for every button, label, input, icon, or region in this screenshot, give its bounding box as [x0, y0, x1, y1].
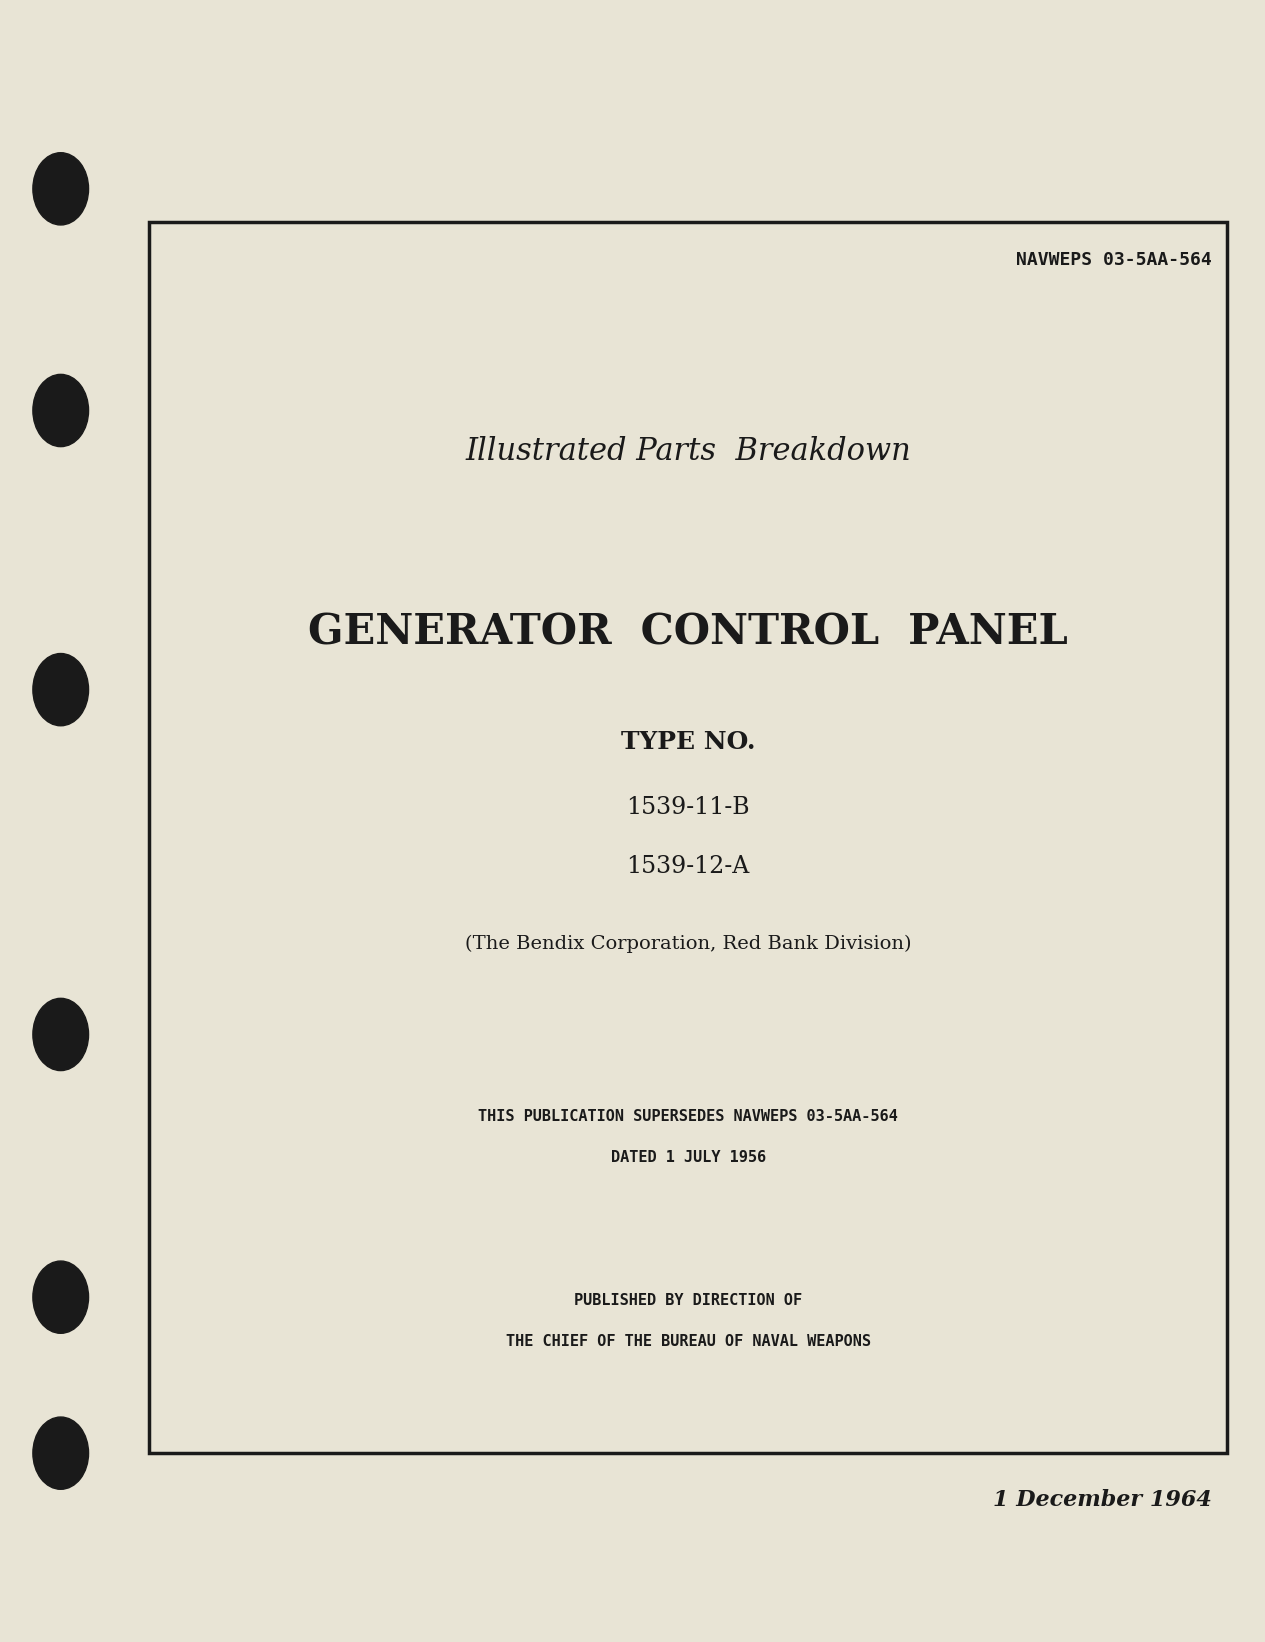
Circle shape [33, 153, 89, 225]
Text: THE CHIEF OF THE BUREAU OF NAVAL WEAPONS: THE CHIEF OF THE BUREAU OF NAVAL WEAPONS [506, 1333, 870, 1350]
Text: NAVWEPS 03-5AA-564: NAVWEPS 03-5AA-564 [1016, 251, 1212, 269]
Circle shape [33, 1417, 89, 1489]
Bar [149, 222, 1227, 1453]
Text: TYPE NO.: TYPE NO. [621, 731, 755, 754]
Text: THIS PUBLICATION SUPERSEDES NAVWEPS 03-5AA-564: THIS PUBLICATION SUPERSEDES NAVWEPS 03-5… [478, 1108, 898, 1125]
Text: 1539-11-B: 1539-11-B [626, 796, 750, 819]
Circle shape [33, 654, 89, 726]
Text: DATED 1 JULY 1956: DATED 1 JULY 1956 [611, 1149, 765, 1166]
Text: Illustrated Parts  Breakdown: Illustrated Parts Breakdown [466, 437, 911, 466]
Text: 1539-12-A: 1539-12-A [626, 855, 750, 878]
Text: PUBLISHED BY DIRECTION OF: PUBLISHED BY DIRECTION OF [574, 1292, 802, 1309]
Text: (The Bendix Corporation, Red Bank Division): (The Bendix Corporation, Red Bank Divisi… [466, 934, 911, 954]
Circle shape [33, 1261, 89, 1333]
Text: 1 December 1964: 1 December 1964 [993, 1489, 1212, 1511]
Circle shape [33, 374, 89, 447]
Text: GENERATOR  CONTROL  PANEL: GENERATOR CONTROL PANEL [309, 611, 1068, 654]
Circle shape [33, 998, 89, 1071]
